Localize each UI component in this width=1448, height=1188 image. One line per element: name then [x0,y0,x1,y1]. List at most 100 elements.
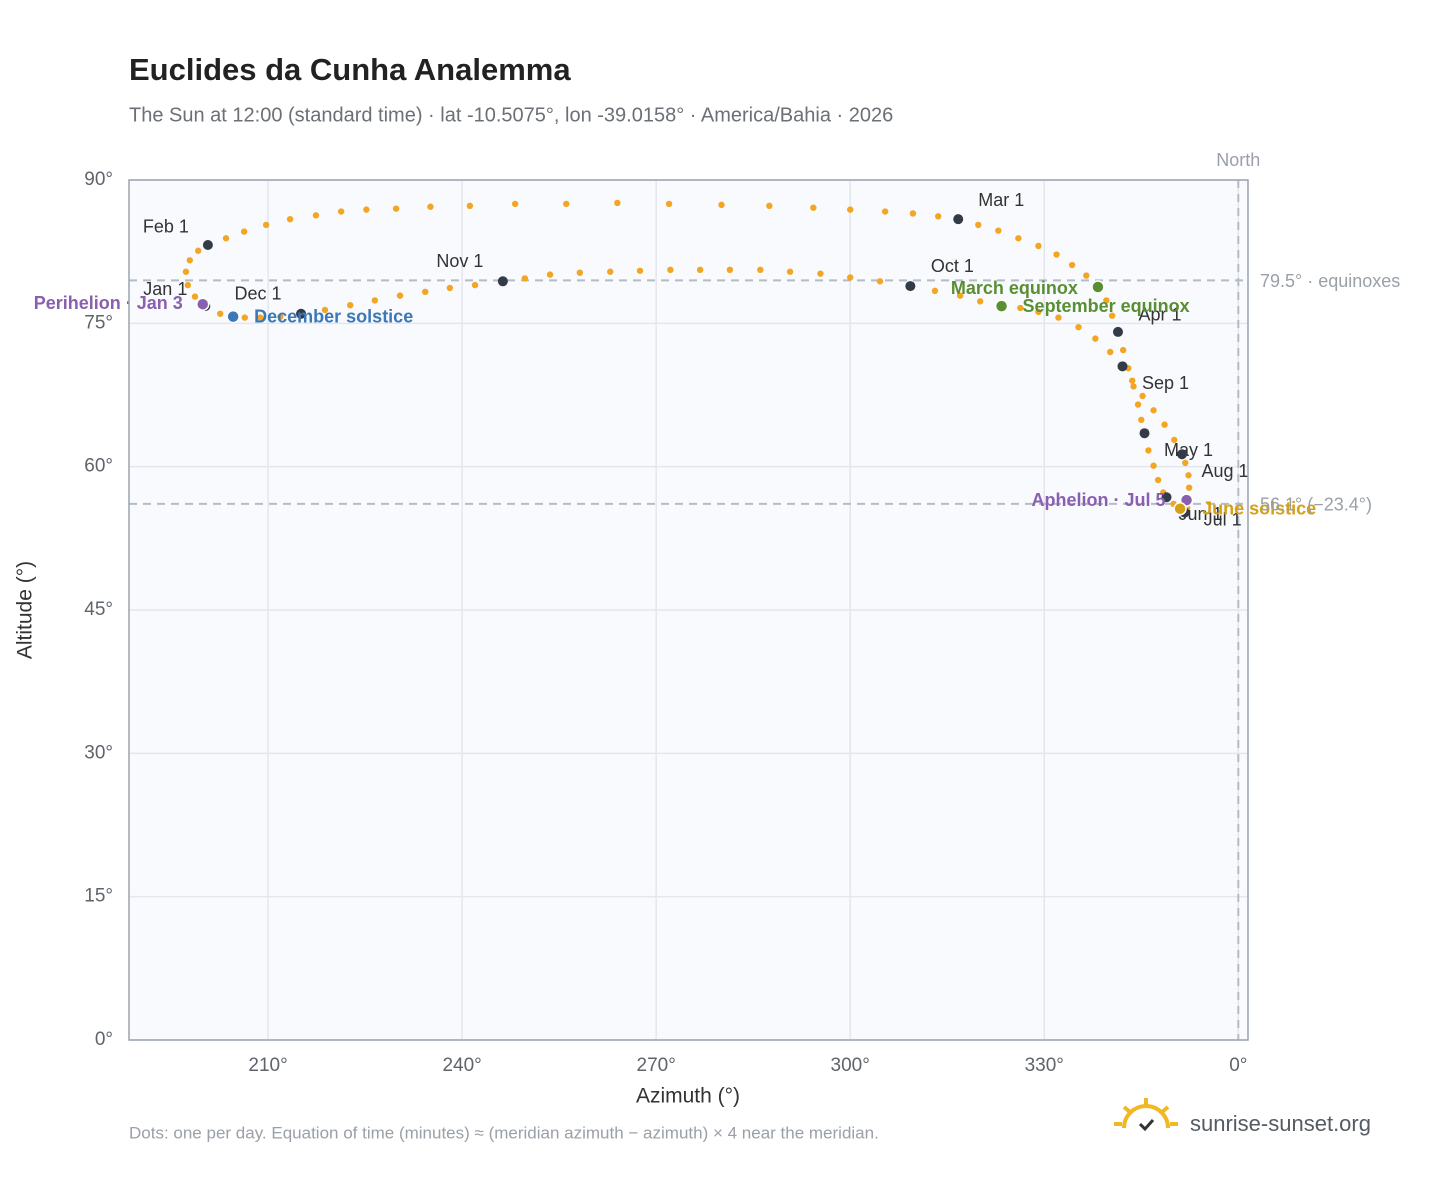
event-dot [994,299,1009,313]
day-dot [1015,235,1022,242]
month-label: May 1 [1164,440,1213,460]
event-label: June solstice [1202,498,1316,518]
month-label: Apr 1 [1138,305,1181,325]
day-dot [636,267,644,274]
day-dot [1035,242,1042,250]
day-dot [1139,392,1146,400]
day-dot [1150,462,1157,469]
month-dot [1161,492,1172,503]
y-tick-label: 60° [84,456,113,477]
y-tick-label: 15° [84,886,113,907]
month-label: Feb 1 [143,217,189,237]
day-dot [876,278,884,285]
day-dot [1092,335,1099,342]
reference-label: 79.5° · equinoxes [1260,271,1400,291]
day-dot [1017,304,1024,312]
day-dot [1138,416,1145,424]
day-dot [563,200,570,208]
day-dot [347,301,354,309]
day-dot [427,203,434,210]
event-label: December solstice [254,306,413,326]
day-dot [718,201,725,209]
day-dot [667,266,674,274]
month-dot [202,239,213,250]
month-label: Aug 1 [1202,461,1249,481]
event-dot [195,297,210,311]
day-dot [1171,436,1178,444]
day-dot [1068,261,1076,269]
x-tick-label: 210° [248,1055,287,1076]
x-tick-label: 0° [1229,1055,1247,1076]
day-dot [257,314,264,321]
day-dot [1150,407,1157,414]
month-dot [1139,428,1150,439]
x-tick-label: 240° [442,1055,481,1076]
event-label: March equinox [951,278,1078,298]
day-dot [1075,323,1082,331]
day-dot [1185,484,1193,491]
day-dot [614,199,621,207]
day-dot [810,204,817,211]
month-dot [905,281,916,292]
month-label: Sep 1 [1142,373,1189,393]
day-dot [471,281,479,289]
day-dot [446,284,454,292]
x-tick-label: 300° [831,1055,870,1076]
reference-label: 56.1° (−23.4°) [1260,495,1372,515]
day-dot [286,215,294,223]
event-label: September equinox [1023,296,1190,316]
day-dot [277,313,284,320]
y-tick-label: 0° [95,1029,113,1050]
chart-subtitle: The Sun at 12:00 (standard time) · lat -… [129,104,893,126]
reference-label: North [1216,150,1260,170]
day-dot [321,306,329,314]
day-dot [222,235,230,242]
day-dot [931,287,939,295]
month-dot [1117,361,1128,372]
month-label: Jan 1 [143,279,187,299]
day-dot [191,293,199,300]
references [129,180,1248,1040]
day-dot [511,200,519,208]
day-dot [371,297,378,304]
y-tick-label: 90° [84,169,113,190]
day-dot [909,210,917,217]
day-dot [521,275,529,282]
brand-logo [1114,1098,1178,1132]
day-dot [1145,447,1152,454]
day-dot [977,298,984,305]
brand: sunrise-sunset.org [1190,1111,1371,1136]
day-dot [881,208,889,215]
day-dot [817,270,824,277]
day-dot [1154,476,1162,484]
day-dot [337,208,345,215]
month-dot [1112,326,1123,337]
day-dot [757,266,764,274]
chart-title: Euclides da Cunha Analemma [129,52,571,87]
day-dot [1182,459,1189,467]
day-dot [665,200,673,208]
y-tick-label: 45° [84,599,113,620]
day-dot [847,206,854,213]
y-tick-label: 75° [84,312,113,333]
day-dot [1108,312,1116,319]
month-label: Mar 1 [978,190,1024,210]
day-dot [934,213,942,220]
day-dot [975,221,982,229]
month-label: Oct 1 [931,256,974,276]
grid [129,179,1248,1041]
plot-frame [128,179,1249,1041]
day-dot [1053,251,1060,258]
y-axis-title: Altitude (°) [14,561,37,659]
month-label: Jun 1 [1178,504,1222,524]
y-tick-label: 30° [84,742,113,763]
day-dot [466,202,474,209]
day-dot [217,310,224,317]
day-dot [392,205,400,212]
day-dot [847,274,854,281]
day-dot [1129,377,1136,384]
day-dot [396,292,404,299]
day-dot [1119,346,1127,354]
day-dot [312,212,320,219]
